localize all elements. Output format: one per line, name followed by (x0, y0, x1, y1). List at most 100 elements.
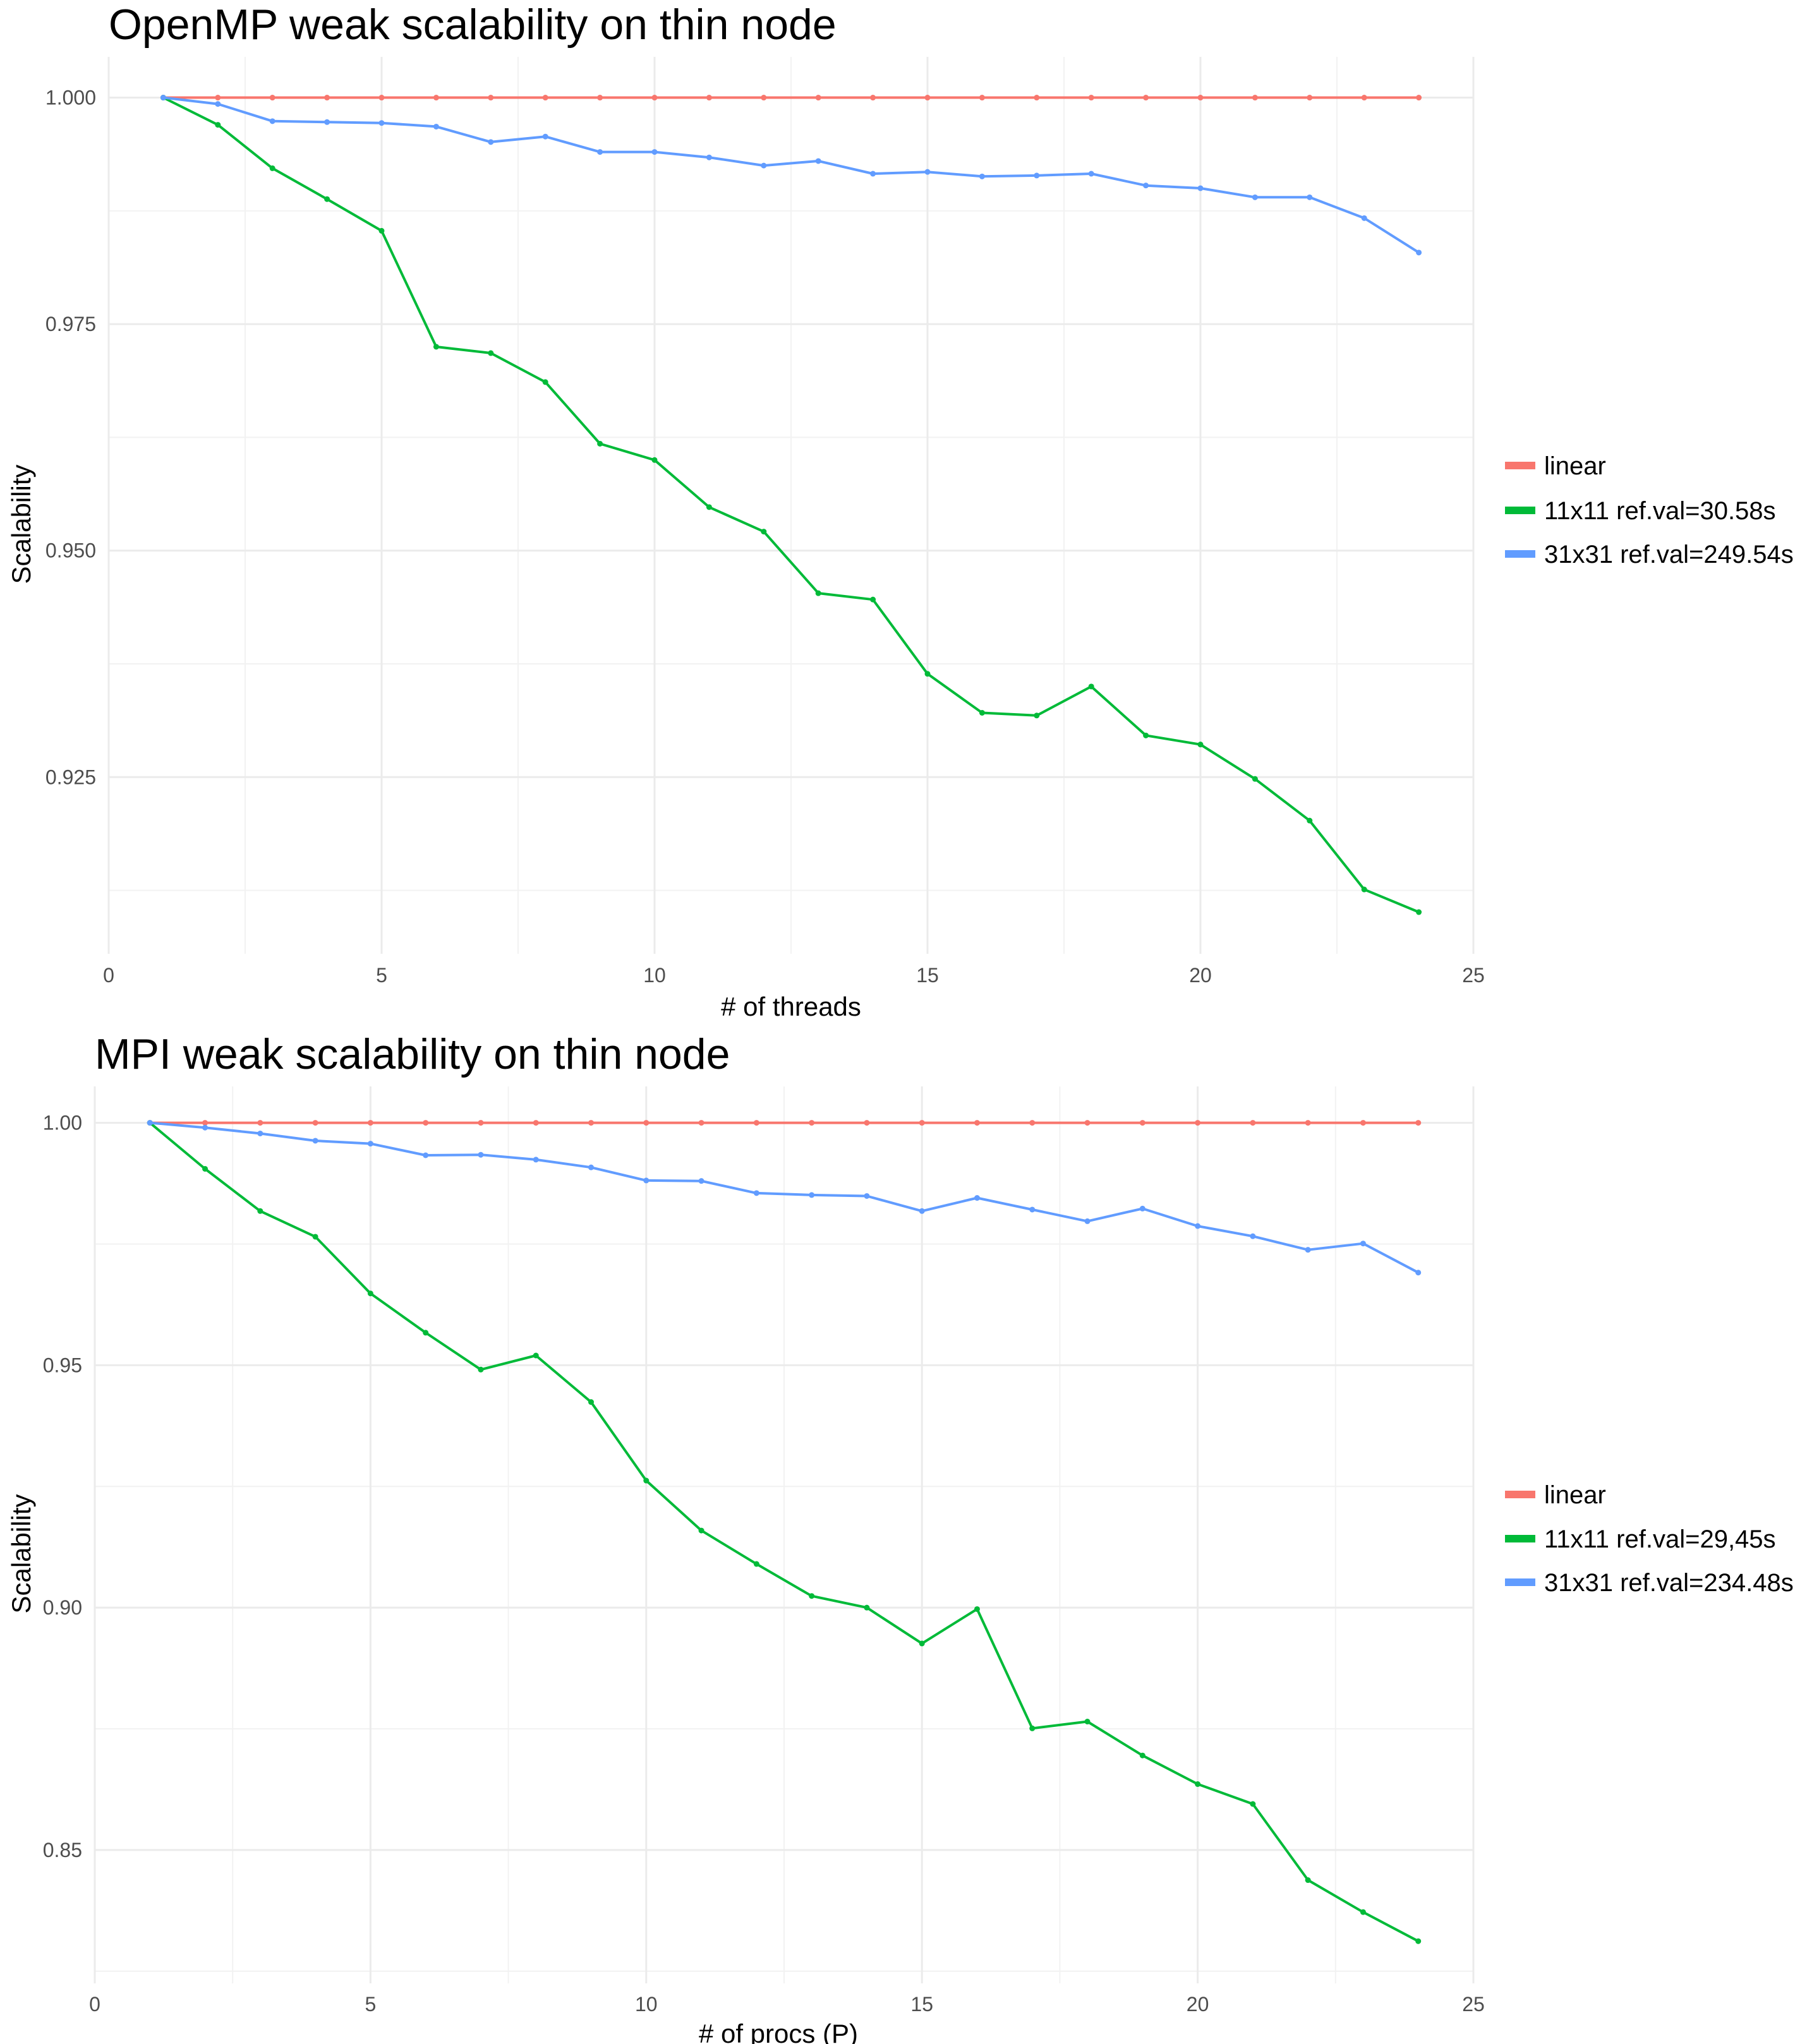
mpi-point-11x11 (1029, 1725, 1036, 1731)
mpi-point-linear (864, 1120, 870, 1126)
mpi-chart-title: MPI weak scalability on thin node (95, 1030, 730, 1078)
openmp-point-11x11 (433, 344, 439, 350)
mpi-point-31x31 (698, 1178, 704, 1184)
mpi-point-11x11 (1250, 1801, 1256, 1807)
mpi-y-tick-label: 0.95 (43, 1354, 82, 1376)
mpi-point-11x11 (864, 1604, 870, 1611)
mpi-point-linear (533, 1120, 539, 1126)
openmp-point-31x31 (870, 171, 876, 177)
openmp-x-tick-label: 5 (376, 964, 387, 987)
openmp-point-31x31 (1416, 249, 1422, 256)
openmp-y-tick-label: 0.975 (45, 313, 96, 335)
mpi-point-31x31 (367, 1141, 373, 1147)
openmp-legend-label-linear: linear (1544, 452, 1606, 480)
openmp-point-31x31 (1361, 215, 1367, 221)
mpi-legend-item-11x11: 11x11 ref.val=29,45s (1505, 1525, 1776, 1553)
mpi-point-linear (257, 1120, 263, 1126)
openmp-point-31x31 (1034, 172, 1040, 179)
openmp-point-31x31 (542, 133, 548, 140)
mpi-point-linear (809, 1120, 815, 1126)
openmp-y-axis-label: Scalability (6, 464, 36, 584)
mpi-legend-label-31x31: 31x31 ref.val=234.48s (1544, 1569, 1794, 1597)
mpi-point-linear (1360, 1120, 1366, 1126)
mpi-point-linear (974, 1120, 980, 1126)
openmp-point-31x31 (1252, 194, 1258, 200)
mpi-point-linear (1084, 1120, 1091, 1126)
mpi-point-linear (1029, 1120, 1036, 1126)
openmp-x-tick-label: 0 (103, 964, 114, 987)
openmp-point-31x31 (378, 120, 385, 126)
openmp-point-31x31 (215, 101, 221, 107)
openmp-point-linear (1307, 95, 1313, 101)
mpi-point-11x11 (367, 1290, 373, 1297)
openmp-point-linear (488, 95, 494, 101)
mpi-point-31x31 (423, 1152, 429, 1158)
openmp-point-31x31 (1143, 183, 1149, 189)
openmp-point-linear (597, 95, 603, 101)
openmp-chart-panel: OpenMP weak scalability on thin node 0 5 1… (6, 1, 1794, 1021)
openmp-point-linear (1252, 95, 1258, 101)
openmp-point-linear (761, 95, 767, 101)
mpi-point-31x31 (588, 1164, 595, 1170)
openmp-point-31x31 (324, 119, 330, 125)
mpi-point-11x11 (698, 1527, 704, 1534)
openmp-point-linear (1361, 95, 1367, 101)
mpi-legend-item-linear: linear (1505, 1481, 1606, 1509)
openmp-point-11x11 (378, 227, 385, 234)
openmp-point-11x11 (870, 596, 876, 603)
openmp-point-11x11 (979, 709, 985, 716)
openmp-point-11x11 (1252, 776, 1258, 782)
openmp-point-11x11 (542, 379, 548, 385)
mpi-y-tick-label: 1.00 (43, 1112, 82, 1134)
mpi-point-linear (1415, 1120, 1422, 1126)
openmp-point-linear (815, 95, 821, 101)
mpi-series-line-11x11 (149, 1122, 1419, 1942)
mpi-point-linear (312, 1120, 318, 1126)
openmp-point-11x11 (1088, 683, 1094, 690)
openmp-point-31x31 (706, 154, 712, 160)
mpi-point-linear (698, 1120, 704, 1126)
openmp-point-31x31 (597, 149, 603, 155)
mpi-point-linear (1139, 1120, 1145, 1126)
mpi-point-11x11 (423, 1330, 429, 1336)
mpi-legend-label-11x11: 11x11 ref.val=29,45s (1544, 1525, 1776, 1553)
mpi-point-linear (588, 1120, 595, 1126)
openmp-series (160, 95, 1422, 915)
mpi-point-linear (1195, 1120, 1201, 1126)
openmp-point-11x11 (1197, 742, 1204, 748)
mpi-point-linear (202, 1120, 208, 1126)
openmp-point-31x31 (761, 162, 767, 169)
mpi-point-linear (1305, 1120, 1311, 1126)
openmp-y-tick-labels: 0.925 0.950 0.975 1.000 (45, 87, 96, 789)
openmp-legend-item-11x11: 11x11 ref.val=30.58s (1505, 497, 1776, 525)
mpi-point-31x31 (257, 1130, 263, 1136)
mpi-point-11x11 (1360, 1909, 1366, 1915)
openmp-point-11x11 (815, 590, 821, 596)
mpi-point-31x31 (864, 1193, 870, 1199)
openmp-x-axis-label: # of threads (721, 992, 861, 1021)
mpi-point-11x11 (588, 1399, 595, 1405)
mpi-point-31x31 (1195, 1223, 1201, 1229)
openmp-legend-label-31x31: 31x31 ref.val=249.54s (1544, 541, 1794, 568)
openmp-point-11x11 (1361, 886, 1367, 893)
mpi-point-31x31 (643, 1177, 650, 1184)
openmp-point-linear (1088, 95, 1094, 101)
openmp-legend: linear 11x11 ref.val=30.58s 31x31 ref.va… (1505, 452, 1794, 568)
mpi-legend-item-31x31: 31x31 ref.val=234.48s (1505, 1569, 1794, 1597)
openmp-point-11x11 (1307, 817, 1313, 824)
openmp-point-linear (542, 95, 548, 101)
mpi-chart-panel: MPI weak scalability on thin node 0 5 10 15… (6, 1030, 1794, 2044)
mpi-point-linear (478, 1120, 484, 1126)
openmp-point-31x31 (269, 118, 275, 124)
mpi-point-11x11 (478, 1366, 484, 1373)
openmp-point-31x31 (1197, 185, 1204, 191)
mpi-point-11x11 (974, 1606, 980, 1612)
openmp-point-11x11 (1143, 732, 1149, 738)
mpi-y-axis-label: Scalability (6, 1494, 36, 1613)
mpi-point-31x31 (478, 1151, 484, 1158)
openmp-legend-label-11x11: 11x11 ref.val=30.58s (1544, 497, 1776, 525)
openmp-point-linear (215, 95, 221, 101)
openmp-series-line-11x11 (162, 96, 1420, 913)
openmp-point-31x31 (1088, 171, 1094, 177)
mpi-point-11x11 (643, 1477, 650, 1484)
